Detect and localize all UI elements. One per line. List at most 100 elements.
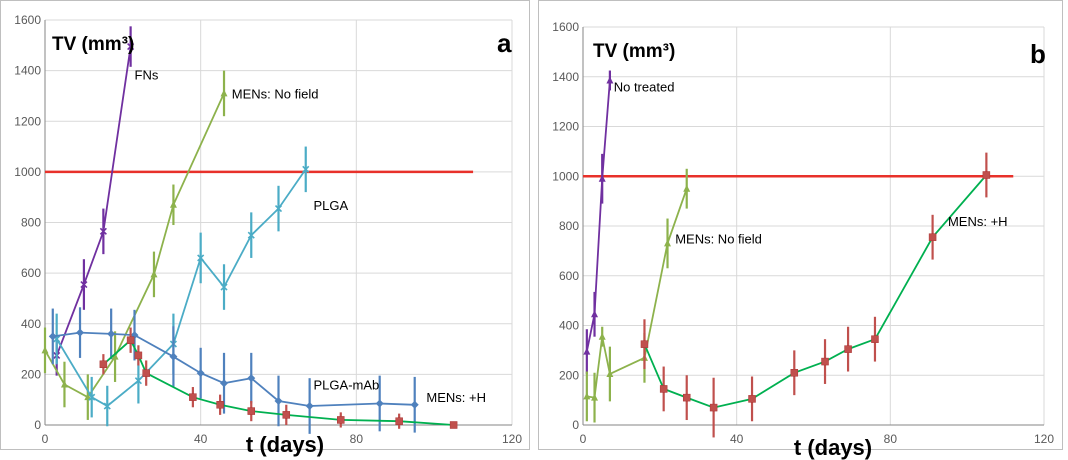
data-point [659, 385, 668, 393]
data-point [591, 393, 599, 401]
data-point [821, 357, 829, 366]
data-point [395, 417, 403, 425]
data-point [640, 340, 649, 348]
series-label: FNs [135, 67, 159, 82]
series-label: MENs: +H [948, 214, 1008, 229]
y-tick-label: 1600 [552, 20, 579, 34]
y-tick-label: 1200 [14, 114, 41, 128]
data-point [88, 393, 96, 401]
series-line [585, 80, 611, 352]
data-point [274, 396, 283, 405]
data-point [583, 347, 591, 355]
data-point [197, 254, 205, 262]
data-point [871, 335, 879, 343]
y-axis-title: TV (mm³) [52, 34, 134, 55]
series-mens-h [99, 327, 458, 429]
data-point [99, 227, 107, 235]
series-mens-no-field [41, 70, 228, 420]
data-point [126, 336, 135, 344]
series-plga [53, 146, 310, 427]
x-axis-title: t (days) [794, 435, 872, 460]
y-tick-label: 800 [21, 216, 41, 230]
data-point [111, 352, 119, 360]
data-point [410, 400, 419, 409]
y-tick-label: 200 [559, 368, 579, 382]
data-point [220, 283, 228, 291]
x-tick-label: 80 [350, 432, 364, 446]
series-mens-h [640, 152, 991, 438]
data-point [247, 231, 255, 239]
data-point [709, 403, 718, 412]
data-point [247, 374, 256, 383]
series-label: PLGA [314, 198, 349, 213]
data-point [76, 328, 85, 337]
data-point [169, 352, 178, 361]
data-point [169, 200, 177, 208]
series-label: MENs: +H [426, 390, 486, 405]
x-tick-label: 120 [502, 432, 522, 446]
y-tick-label: 400 [559, 319, 579, 333]
data-point [150, 270, 158, 278]
data-point [274, 205, 283, 213]
y-tick-label: 0 [34, 418, 41, 432]
data-point [790, 369, 799, 377]
data-point [282, 411, 291, 419]
y-axis-title: TV (mm³) [593, 41, 675, 62]
y-tick-label: 0 [572, 418, 579, 432]
series-label: MENs: No field [675, 231, 762, 246]
data-point [134, 377, 142, 385]
y-tick-label: 600 [21, 266, 41, 280]
data-point [80, 280, 88, 289]
data-point [844, 345, 852, 353]
data-point [302, 165, 310, 173]
data-point [107, 329, 116, 338]
data-point [196, 369, 205, 378]
data-point [928, 233, 937, 241]
y-tick-label: 200 [21, 367, 41, 381]
y-tick-label: 800 [559, 219, 579, 233]
y-tick-label: 1400 [14, 64, 41, 78]
data-point [583, 392, 591, 400]
data-point [99, 360, 108, 368]
data-point [337, 416, 345, 424]
x-tick-label: 0 [42, 432, 49, 446]
chart-frame [538, 0, 1063, 450]
series-label: MENs: No field [232, 86, 319, 101]
data-point [220, 89, 228, 97]
panel-letter: a [497, 28, 512, 58]
data-point [247, 407, 256, 415]
data-point [134, 351, 143, 360]
x-axis-title: t (days) [246, 432, 324, 457]
data-point [60, 380, 68, 388]
series-label: PLGA-mAb [314, 378, 380, 393]
y-tick-label: 1200 [552, 120, 579, 134]
data-point [598, 174, 606, 182]
data-point [748, 395, 756, 403]
series-line [55, 168, 307, 408]
data-point [127, 43, 135, 51]
series-no-treated [583, 70, 614, 375]
y-tick-label: 1000 [552, 169, 579, 183]
data-point [220, 379, 229, 388]
series-mens-no-field [583, 168, 691, 423]
data-point [449, 421, 458, 429]
panel-a-chart: 0 200 400 600 800 1000 1200 1400 1600 0 40 80 120 FNs… [0, 0, 530, 457]
data-point [683, 184, 691, 192]
series-plga-mab [48, 307, 419, 434]
panel-letter: b [1030, 39, 1046, 69]
data-point [606, 370, 614, 378]
x-tick-label: 0 [580, 432, 587, 446]
data-point [216, 401, 224, 409]
data-point [142, 369, 150, 377]
data-point [598, 332, 606, 340]
series-line [55, 46, 132, 356]
x-tick-label: 120 [1034, 432, 1054, 446]
data-point [664, 239, 672, 247]
data-point [682, 393, 691, 402]
chart-frame [0, 0, 530, 450]
y-tick-label: 1600 [14, 13, 41, 27]
data-point [189, 393, 197, 401]
data-point [591, 310, 599, 318]
y-tick-label: 600 [559, 269, 579, 283]
